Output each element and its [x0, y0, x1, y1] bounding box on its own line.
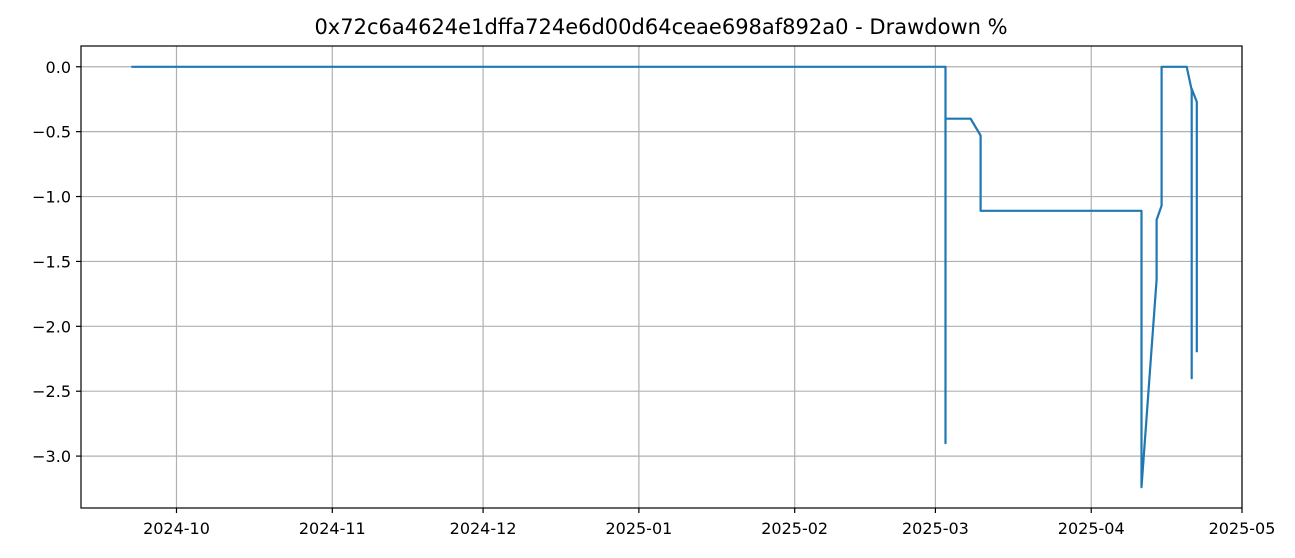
x-axis-ticks: 2024-10 2024-11 2024-12 2025-01 2025-02 2025-… — [143, 508, 1275, 538]
y-tick-label: 0.0 — [46, 58, 71, 77]
plot-frame — [80, 45, 1243, 509]
x-tick-label: 2024-10 — [143, 519, 210, 538]
y-tick-label: −1.5 — [32, 252, 71, 271]
y-axis-ticks: 0.0 −0.5 −1.0 −1.5 −2.0 −2.5 −3.0 — [32, 58, 81, 466]
y-gridlines — [81, 66, 1242, 457]
y-tick-label: −2.5 — [32, 382, 71, 401]
x-tick-label: 2025-01 — [605, 519, 672, 538]
x-tick-label: 2025-03 — [902, 519, 969, 538]
x-tick-label: 2024-12 — [450, 519, 517, 538]
x-gridlines — [175, 46, 1243, 508]
x-tick-label: 2025-02 — [761, 519, 828, 538]
x-tick-label: 2024-11 — [299, 519, 366, 538]
y-tick-label: −1.0 — [32, 188, 71, 207]
y-tick-label: −3.0 — [32, 447, 71, 466]
y-tick-label: −2.0 — [32, 317, 71, 336]
drawdown-series-line — [131, 65, 1198, 489]
x-tick-label: 2025-05 — [1209, 519, 1276, 538]
chart-title: 0x72c6a4624e1dffa724e6d00d64ceae698af892… — [314, 15, 1007, 39]
x-tick-label: 2025-04 — [1058, 519, 1125, 538]
y-tick-label: −0.5 — [32, 123, 71, 142]
